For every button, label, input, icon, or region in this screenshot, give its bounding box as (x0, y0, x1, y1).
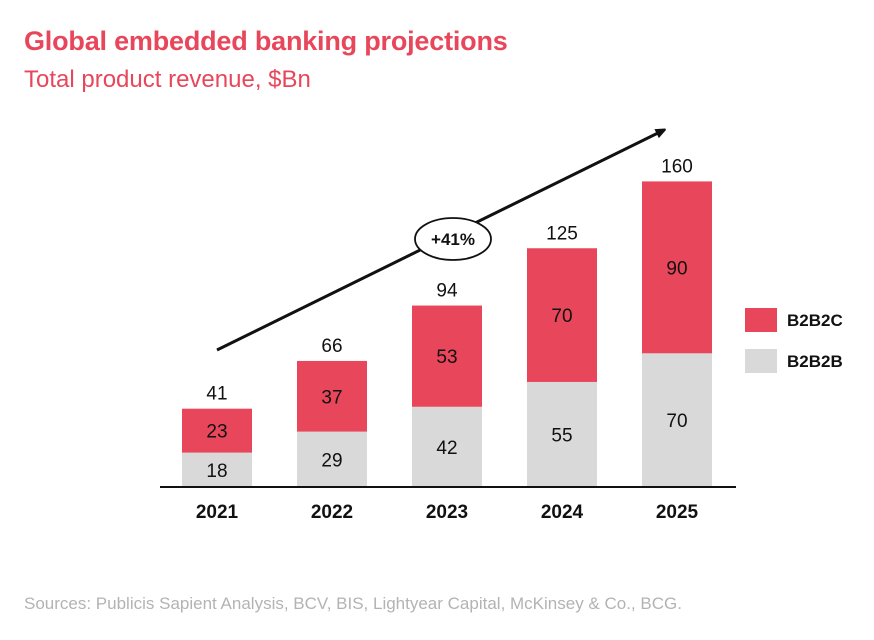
segment-label-b2b2c-2025: 90 (666, 258, 687, 279)
x-tick-label-2022: 2022 (311, 502, 353, 523)
bar-segment-b2b2c-2022 (297, 360, 367, 432)
segment-label-b2b2b-2024: 55 (551, 425, 572, 446)
segment-label-b2b2b-2023: 42 (436, 438, 457, 459)
legend-label-b2b2b: B2B2B (787, 352, 843, 371)
sources-note: Sources: Publicis Sapient Analysis, BCV,… (24, 594, 682, 613)
bar-segment-b2b2b-2021 (182, 452, 252, 487)
bar-segment-b2b2c-2023 (412, 305, 482, 407)
x-tick-label-2024: 2024 (541, 502, 584, 523)
cagr-annotation: +41% (414, 217, 492, 261)
segment-label-b2b2c-2021: 23 (206, 422, 227, 443)
legend: B2B2C B2B2B (745, 308, 843, 373)
cagr-ellipse (414, 217, 492, 261)
bar-segment-b2b2c-2025 (642, 181, 712, 354)
segment-label-b2b2c-2023: 53 (436, 347, 457, 368)
segment-label-b2b2c-2024: 70 (551, 306, 572, 327)
chart-title: Global embedded banking projections (24, 26, 508, 56)
x-tick-label-2025: 2025 (656, 502, 699, 523)
bar-segment-b2b2c-2024 (527, 248, 597, 382)
bar-segment-b2b2c-2021 (182, 408, 252, 453)
bar-segment-b2b2b-2025 (642, 353, 712, 487)
total-label-2021: 41 (206, 384, 227, 405)
bar-segment-b2b2b-2022 (297, 431, 367, 487)
segment-label-b2b2b-2025: 70 (666, 411, 687, 432)
x-tick-label-2021: 2021 (196, 502, 239, 523)
segment-label-b2b2c-2022: 37 (321, 387, 342, 408)
legend-swatch-b2b2b (745, 349, 777, 373)
total-label-2024: 125 (546, 223, 578, 244)
x-tick-label-2023: 2023 (426, 502, 468, 523)
bar-segment-b2b2b-2024 (527, 381, 597, 487)
legend-label-b2b2c: B2B2C (787, 311, 843, 330)
chart-subtitle: Total product revenue, $Bn (24, 66, 311, 93)
segment-label-b2b2b-2022: 29 (321, 450, 342, 471)
total-label-2022: 66 (321, 336, 342, 357)
legend-swatch-b2b2c (745, 308, 777, 332)
bars-layer: 18 23 41 2021 29 37 66 2022 42 53 94 2023 55 70 125 202… (182, 156, 712, 523)
total-label-2023: 94 (436, 281, 458, 302)
segment-label-b2b2b-2021: 18 (206, 461, 227, 482)
cagr-label: +41% (431, 230, 475, 249)
total-label-2025: 160 (661, 156, 693, 177)
bar-segment-b2b2b-2023 (412, 406, 482, 487)
